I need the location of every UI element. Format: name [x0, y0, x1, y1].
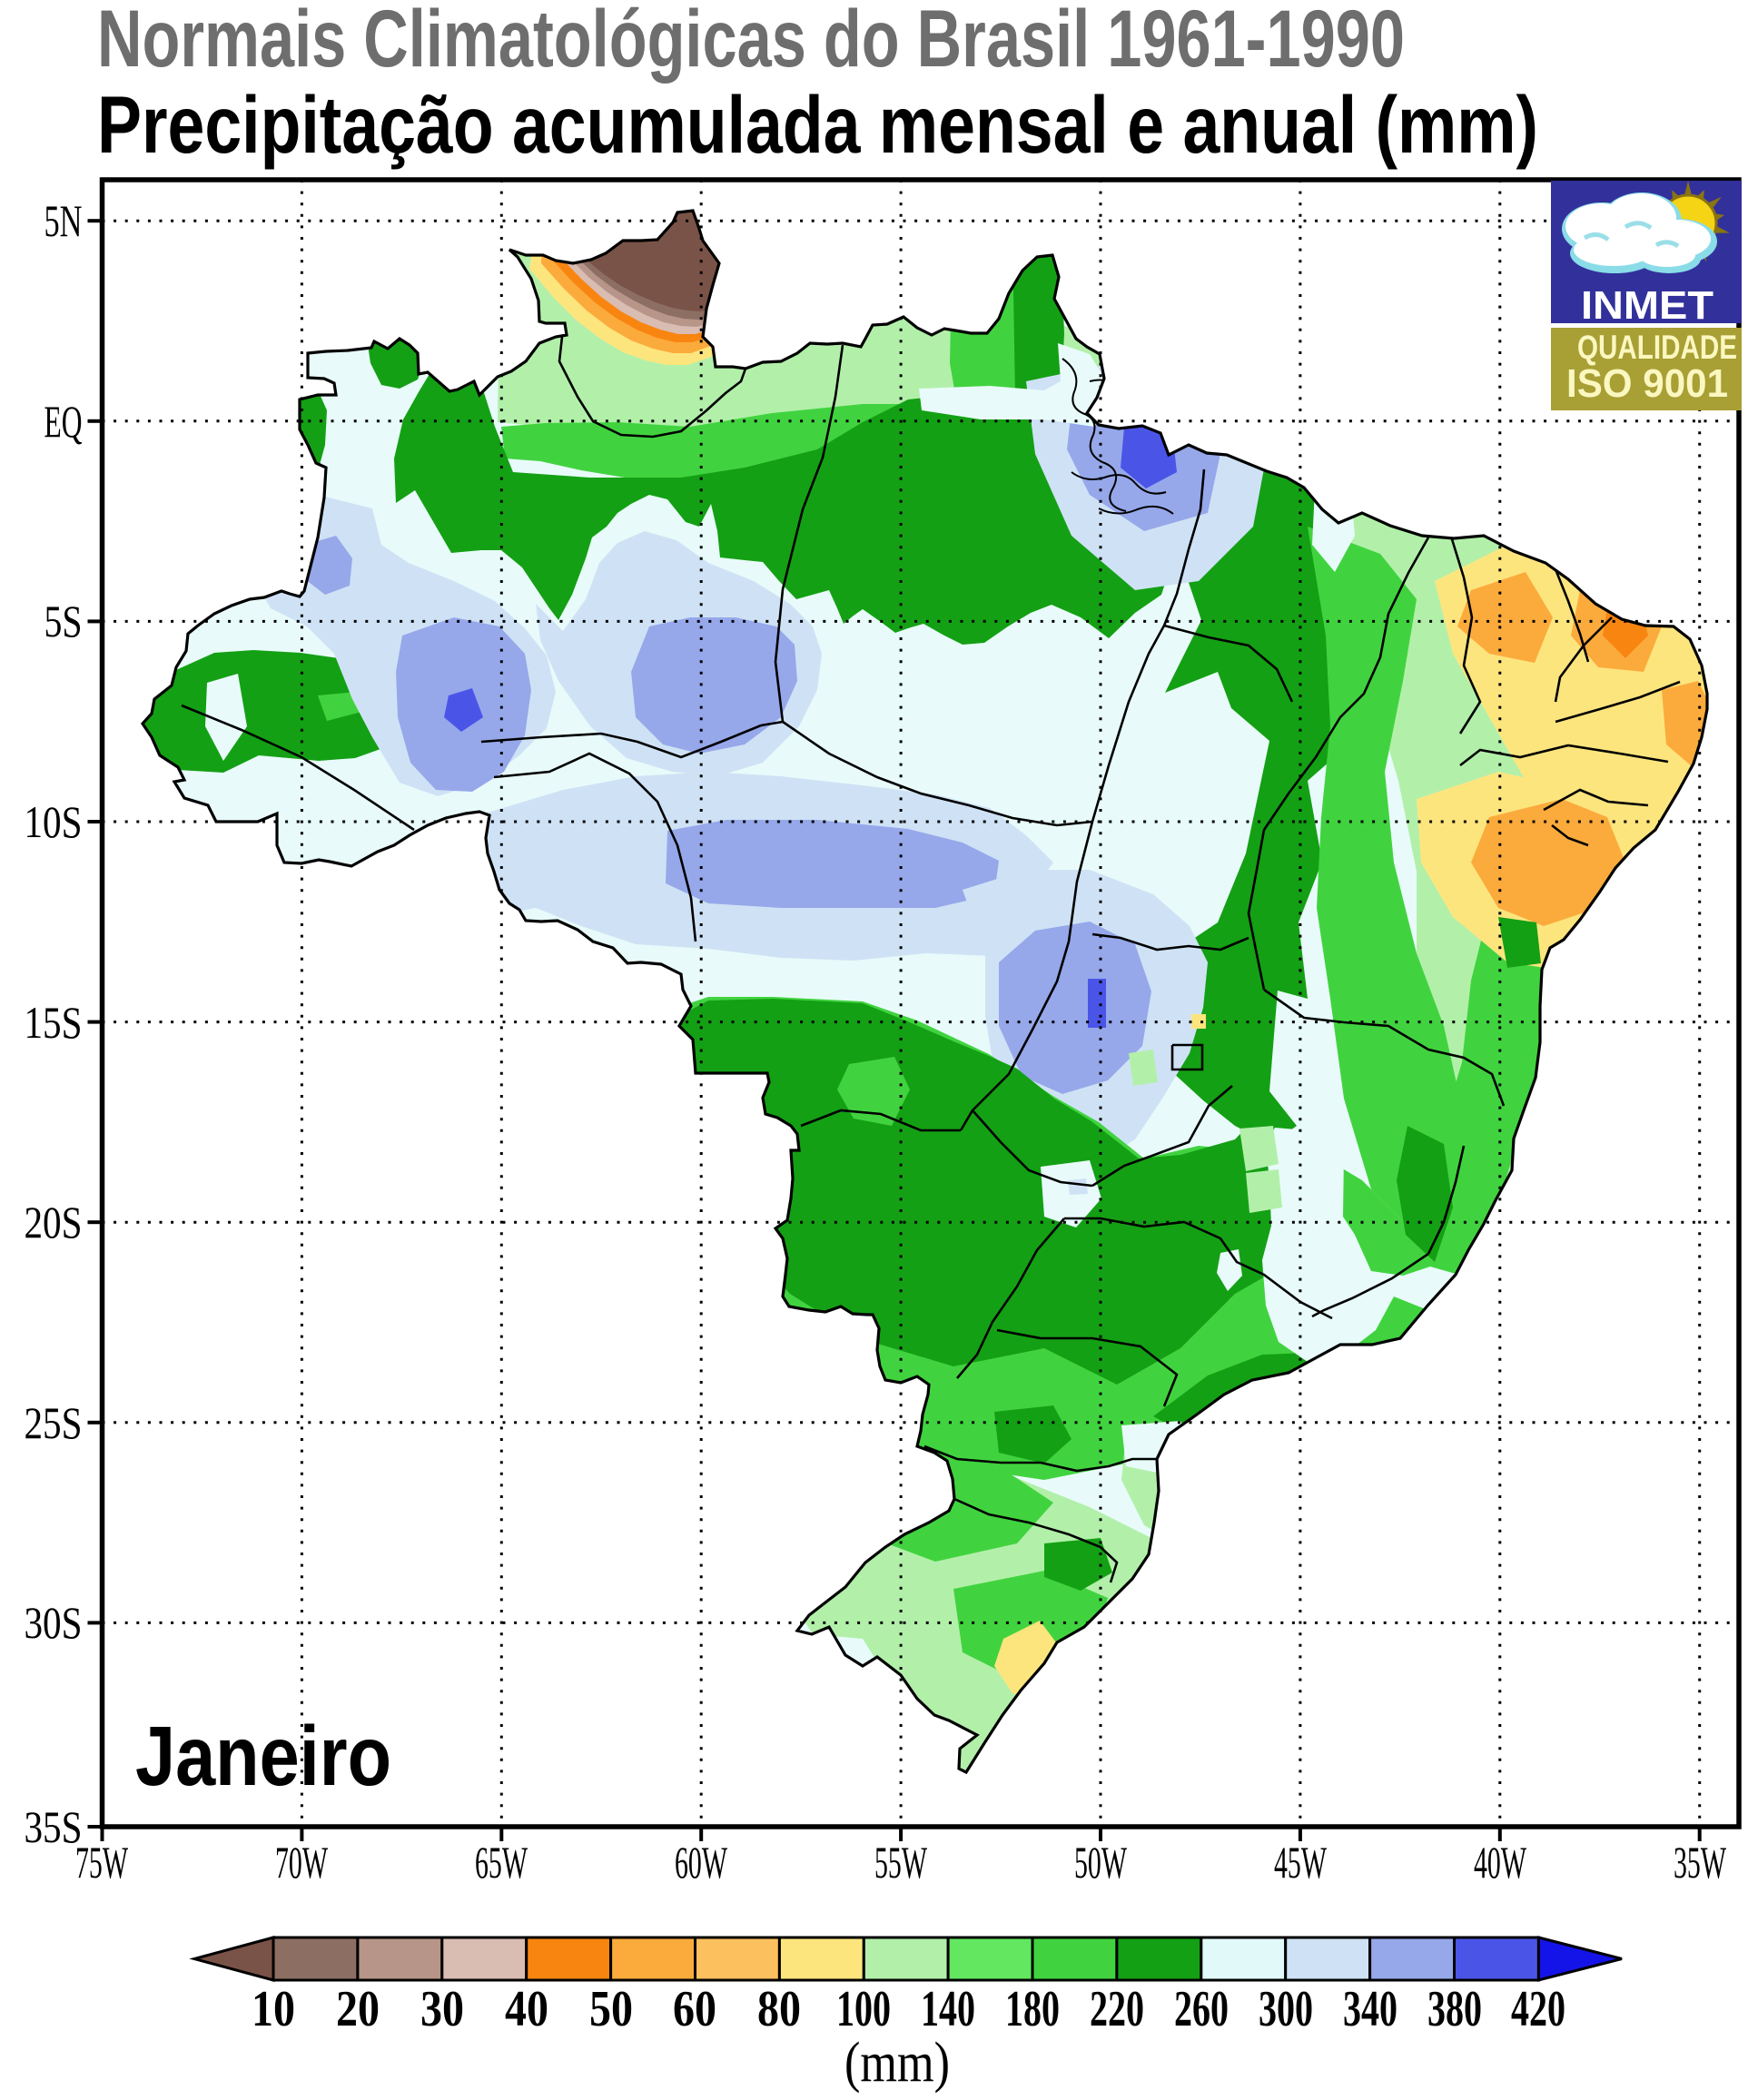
svg-text:Precipitação acumulada mensal: Precipitação acumulada mensal e anual (m… — [97, 79, 1538, 170]
svg-text:40: 40 — [505, 1981, 548, 2037]
svg-text:(mm): (mm) — [844, 2032, 950, 2094]
svg-text:60: 60 — [673, 1981, 716, 2037]
svg-text:220: 220 — [1090, 1981, 1144, 2037]
svg-text:5S: 5S — [44, 596, 83, 646]
svg-text:340: 340 — [1343, 1981, 1397, 2037]
svg-text:ISO 9001: ISO 9001 — [1566, 361, 1728, 406]
svg-text:260: 260 — [1174, 1981, 1229, 2037]
svg-text:15S: 15S — [25, 997, 83, 1048]
svg-text:65W: 65W — [475, 1837, 528, 1888]
svg-text:60W: 60W — [675, 1837, 727, 1888]
svg-text:25S: 25S — [25, 1397, 83, 1448]
svg-text:100: 100 — [836, 1981, 891, 2037]
svg-text:45W: 45W — [1274, 1837, 1327, 1888]
svg-text:INMET: INMET — [1581, 283, 1713, 328]
svg-text:30: 30 — [420, 1981, 464, 2037]
svg-text:10: 10 — [252, 1981, 295, 2037]
svg-text:50: 50 — [589, 1981, 633, 2037]
svg-text:5N: 5N — [44, 195, 83, 246]
svg-text:20S: 20S — [25, 1197, 83, 1247]
svg-text:QUALIDADE: QUALIDADE — [1577, 329, 1737, 366]
svg-text:Normais Climatológicas do Bras: Normais Climatológicas do Brasil 1961-19… — [97, 0, 1405, 84]
svg-text:EQ: EQ — [44, 396, 83, 447]
svg-text:75W: 75W — [75, 1837, 128, 1888]
svg-text:80: 80 — [757, 1981, 801, 2037]
svg-text:10S: 10S — [25, 796, 83, 847]
svg-text:Janeiro: Janeiro — [135, 1709, 391, 1803]
svg-text:420: 420 — [1511, 1981, 1565, 2037]
svg-text:35S: 35S — [25, 1801, 83, 1852]
svg-text:20: 20 — [336, 1981, 380, 2037]
svg-text:300: 300 — [1259, 1981, 1313, 2037]
svg-text:140: 140 — [921, 1981, 975, 2037]
svg-text:180: 180 — [1005, 1981, 1060, 2037]
svg-text:30S: 30S — [25, 1597, 83, 1648]
svg-text:70W: 70W — [275, 1837, 328, 1888]
svg-text:40W: 40W — [1474, 1837, 1526, 1888]
svg-text:35W: 35W — [1674, 1837, 1726, 1888]
svg-text:50W: 50W — [1074, 1837, 1127, 1888]
svg-text:55W: 55W — [874, 1837, 927, 1888]
svg-text:380: 380 — [1427, 1981, 1482, 2037]
